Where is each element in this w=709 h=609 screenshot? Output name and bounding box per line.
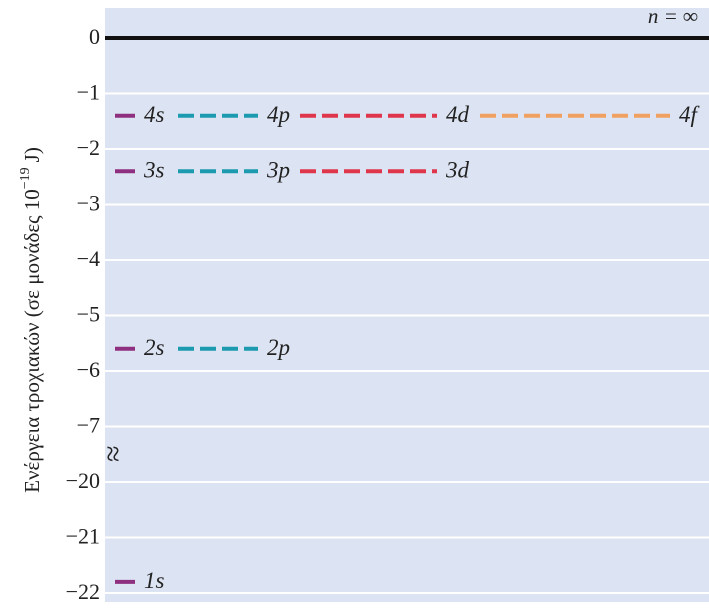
y-label-unit: J) xyxy=(20,147,44,162)
level-label: 4s xyxy=(144,102,165,127)
y-tick-label: −1 xyxy=(77,80,100,105)
y-tick-label: −6 xyxy=(77,357,100,382)
y-tick-label: −3 xyxy=(77,191,100,216)
y-tick-label: −7 xyxy=(77,413,100,438)
level-label: 1s xyxy=(144,568,165,593)
level-label: 2s xyxy=(144,335,165,360)
level-label: 3s xyxy=(143,157,165,182)
y-tick-label: −22 xyxy=(66,579,100,604)
zero-label: n = ∞ xyxy=(648,4,698,28)
y-tick-label: −20 xyxy=(66,468,100,493)
y-axis-label: Ενέργεια τροχιακών (σε μονάδες 10−19 J) xyxy=(18,147,44,493)
plot-area xyxy=(105,8,709,602)
y-label-exponent: −19 xyxy=(18,167,33,189)
y-tick-label: −2 xyxy=(77,135,100,160)
y-label-text: Ενέργεια τροχιακών (σε μονάδες 10 xyxy=(20,189,44,493)
y-tick-label: −4 xyxy=(77,246,100,271)
level-label: 4d xyxy=(446,102,470,127)
level-label: 3p xyxy=(266,157,290,182)
y-tick-label: 0 xyxy=(89,24,100,49)
level-label: 4p xyxy=(267,102,290,127)
level-label: 4f xyxy=(679,102,701,127)
axis-break: ≈ xyxy=(96,446,129,462)
y-tick-label: −5 xyxy=(77,302,100,327)
level-label: 3d xyxy=(445,157,470,182)
level-label: 2p xyxy=(267,335,290,360)
y-tick-label: −21 xyxy=(66,524,100,549)
